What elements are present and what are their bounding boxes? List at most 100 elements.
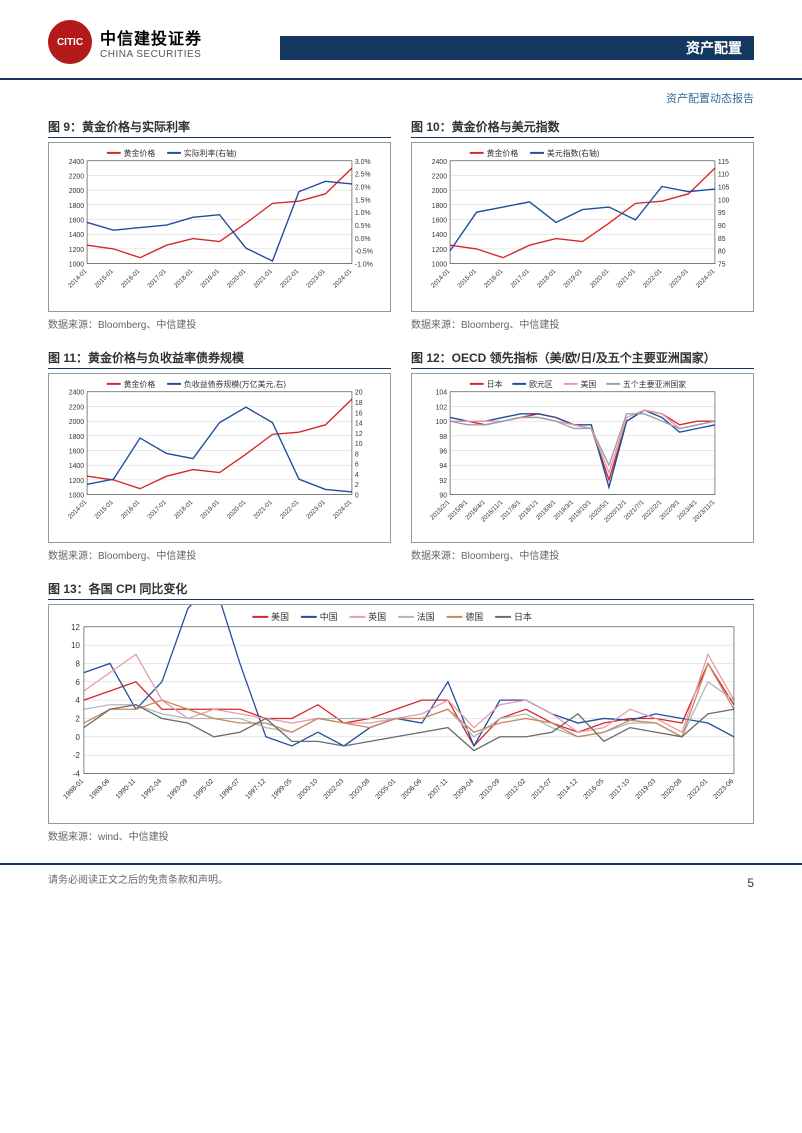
chart-9-title: 图 9：黄金价格与实际利率 — [48, 118, 391, 138]
svg-text:美元指数(右轴): 美元指数(右轴) — [547, 148, 600, 158]
svg-text:2003-08: 2003-08 — [348, 778, 371, 801]
svg-text:2006-06: 2006-06 — [400, 778, 423, 801]
chart-12-source: 数据来源：Bloomberg、中信建投 — [411, 547, 754, 562]
svg-text:2024-01: 2024-01 — [695, 268, 717, 290]
page-header: CITIC 中信建投证券 CHINA SECURITIES 资产配置 — [0, 0, 802, 80]
svg-text:3.0%: 3.0% — [355, 159, 371, 166]
svg-text:2010-09: 2010-09 — [478, 778, 501, 801]
chart-9: 图 9：黄金价格与实际利率 黄金价格实际利率(右轴)10001200140016… — [48, 118, 391, 331]
svg-text:2022-01: 2022-01 — [279, 499, 301, 521]
svg-text:2400: 2400 — [432, 159, 448, 166]
svg-text:10: 10 — [71, 641, 80, 650]
svg-text:2014-01: 2014-01 — [430, 268, 452, 290]
svg-text:美国: 美国 — [581, 379, 597, 389]
svg-text:1995-02: 1995-02 — [192, 778, 215, 801]
svg-text:-1.0%: -1.0% — [355, 262, 373, 269]
svg-text:-0.5%: -0.5% — [355, 249, 373, 256]
svg-text:日本: 日本 — [514, 611, 532, 622]
svg-text:2020-01: 2020-01 — [226, 268, 248, 290]
svg-text:1988-01: 1988-01 — [62, 778, 85, 801]
svg-text:6: 6 — [76, 678, 81, 687]
svg-text:实际利率(右轴): 实际利率(右轴) — [184, 148, 237, 158]
svg-text:2022-01: 2022-01 — [642, 268, 664, 290]
svg-text:110: 110 — [718, 172, 729, 179]
svg-text:90: 90 — [718, 223, 726, 230]
svg-text:1.0%: 1.0% — [355, 210, 371, 217]
svg-text:2018-01: 2018-01 — [173, 268, 195, 290]
chart-11-source: 数据来源：Bloomberg、中信建投 — [48, 547, 391, 562]
page-number: 5 — [747, 876, 754, 890]
chart-12: 图 12：OECD 领先指标（美/欧/日/及五个主要亚洲国家） 日本欧元区美国五… — [411, 349, 754, 562]
svg-text:2017-01: 2017-01 — [509, 268, 531, 290]
svg-text:1999-05: 1999-05 — [270, 778, 293, 801]
svg-text:8: 8 — [355, 451, 359, 458]
chart-13-plot: 美国中国英国法国德国日本-4-20246810121988-011989-061… — [48, 604, 754, 824]
svg-text:2023-01: 2023-01 — [668, 268, 690, 290]
chart-9-source: 数据来源：Bloomberg、中信建投 — [48, 316, 391, 331]
svg-text:1000: 1000 — [69, 262, 85, 269]
svg-text:2017-01: 2017-01 — [146, 268, 168, 290]
svg-text:80: 80 — [718, 249, 726, 256]
svg-text:2016-01: 2016-01 — [120, 499, 142, 521]
svg-text:2016-01: 2016-01 — [120, 268, 142, 290]
logo-en: CHINA SECURITIES — [100, 49, 202, 60]
svg-text:1200: 1200 — [69, 247, 85, 254]
chart-10: 图 10：黄金价格与美元指数 黄金价格美元指数(右轴)1000120014001… — [411, 118, 754, 331]
svg-text:1000: 1000 — [432, 262, 448, 269]
svg-text:96: 96 — [439, 448, 447, 455]
svg-text:2002-03: 2002-03 — [322, 778, 345, 801]
svg-text:102: 102 — [436, 404, 448, 411]
svg-text:115: 115 — [718, 159, 729, 166]
header-category: 资产配置 — [280, 36, 754, 60]
svg-text:1.5%: 1.5% — [355, 197, 371, 204]
svg-text:10: 10 — [355, 441, 363, 448]
svg-text:2020-01: 2020-01 — [226, 499, 248, 521]
svg-text:1996-07: 1996-07 — [218, 778, 241, 801]
svg-text:1989-06: 1989-06 — [88, 778, 111, 801]
svg-text:105: 105 — [718, 184, 730, 191]
logo-badge: CITIC — [48, 20, 92, 64]
svg-text:2022-01: 2022-01 — [279, 268, 301, 290]
svg-text:2007-11: 2007-11 — [427, 778, 450, 801]
svg-text:1992-04: 1992-04 — [140, 778, 163, 801]
svg-text:2017-01: 2017-01 — [146, 499, 168, 521]
svg-text:14: 14 — [355, 421, 363, 428]
chart-11-plot: 黄金价格负收益债券规模(万亿美元,右)100012001400160018002… — [48, 373, 391, 543]
svg-text:2023-06: 2023-06 — [712, 778, 735, 801]
svg-text:黄金价格: 黄金价格 — [487, 148, 519, 158]
svg-text:1600: 1600 — [69, 448, 85, 455]
header-subtitle: 资产配置动态报告 — [48, 90, 754, 106]
svg-text:2018-01: 2018-01 — [536, 268, 558, 290]
svg-text:4: 4 — [355, 472, 359, 479]
svg-text:2200: 2200 — [432, 173, 448, 180]
svg-text:2000: 2000 — [69, 419, 85, 426]
svg-text:92: 92 — [439, 478, 447, 485]
svg-text:2005-01: 2005-01 — [374, 778, 397, 801]
svg-text:1800: 1800 — [69, 434, 85, 441]
chart-12-title: 图 12：OECD 领先指标（美/欧/日/及五个主要亚洲国家） — [411, 349, 754, 369]
svg-text:2015-01: 2015-01 — [93, 268, 115, 290]
svg-text:85: 85 — [718, 236, 726, 243]
svg-text:欧元区: 欧元区 — [529, 379, 553, 389]
svg-text:2000-10: 2000-10 — [296, 778, 319, 801]
svg-text:12: 12 — [355, 431, 363, 438]
svg-text:6: 6 — [355, 462, 359, 469]
svg-text:1600: 1600 — [432, 217, 448, 224]
svg-text:2.5%: 2.5% — [355, 172, 371, 179]
svg-text:黄金价格: 黄金价格 — [124, 379, 156, 389]
svg-text:2019-01: 2019-01 — [199, 499, 221, 521]
svg-text:1400: 1400 — [432, 232, 448, 239]
svg-text:8: 8 — [76, 659, 81, 668]
svg-text:2014-01: 2014-01 — [67, 499, 89, 521]
logo-text: 中信建投证券 CHINA SECURITIES — [100, 25, 202, 60]
chart-9-plot: 黄金价格实际利率(右轴)1000120014001600180020002200… — [48, 142, 391, 312]
svg-text:1800: 1800 — [69, 203, 85, 210]
svg-text:2020-01: 2020-01 — [589, 268, 611, 290]
svg-text:16: 16 — [355, 410, 363, 417]
svg-text:2019-03: 2019-03 — [634, 778, 657, 801]
svg-text:0: 0 — [76, 733, 81, 742]
svg-text:1400: 1400 — [69, 463, 85, 470]
svg-text:2200: 2200 — [69, 404, 85, 411]
logo: CITIC 中信建投证券 CHINA SECURITIES — [48, 20, 202, 64]
svg-text:2019-01: 2019-01 — [562, 268, 584, 290]
